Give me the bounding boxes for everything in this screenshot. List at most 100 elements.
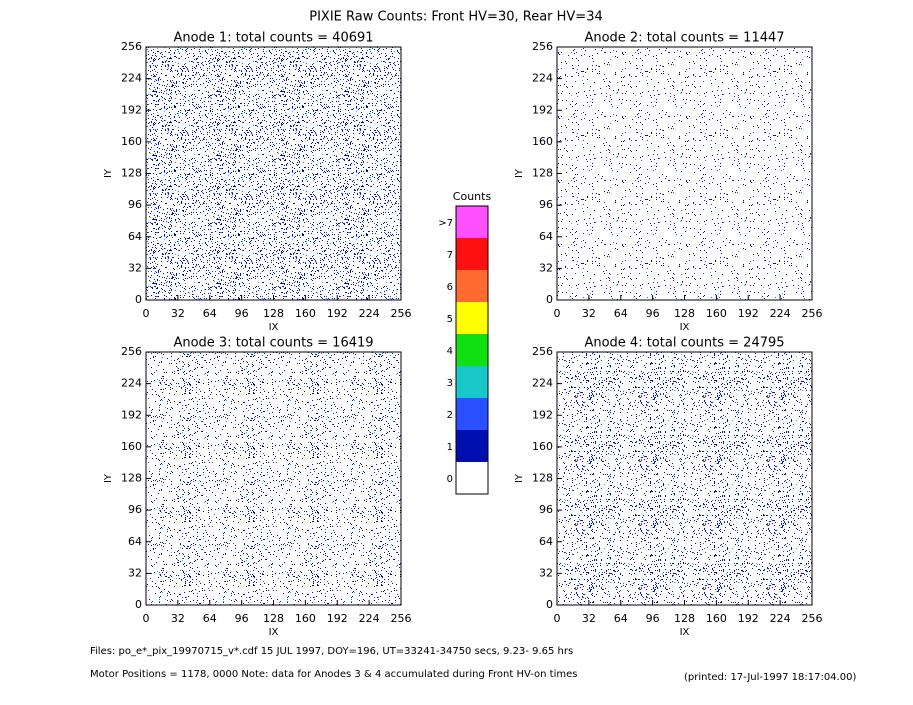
x-tick-label: 96 bbox=[646, 612, 660, 625]
x-tick-label: 160 bbox=[706, 612, 727, 625]
color-swatch bbox=[456, 462, 488, 494]
colorbar-label: 6 bbox=[447, 282, 453, 293]
y-axis-label: IY bbox=[103, 473, 114, 483]
y-tick-label: 128 bbox=[121, 167, 142, 180]
y-axis-label: IY bbox=[514, 168, 525, 178]
y-tick-label: 160 bbox=[121, 440, 142, 453]
color-swatch bbox=[456, 302, 488, 334]
y-tick-label: 64 bbox=[128, 230, 142, 243]
y-tick-label: 0 bbox=[546, 293, 553, 306]
colorbar-frame bbox=[455, 205, 489, 495]
x-tick-label: 32 bbox=[582, 307, 596, 320]
x-tick-label: 256 bbox=[391, 307, 412, 320]
y-tick-label: 32 bbox=[539, 261, 553, 274]
footer-note: Motor Positions = 1178, 0000 Note: data … bbox=[90, 669, 577, 680]
x-tick-label: 96 bbox=[235, 307, 249, 320]
y-axis-label: IY bbox=[514, 473, 525, 483]
y-tick-label: 256 bbox=[532, 345, 553, 358]
x-tick-label: 192 bbox=[738, 307, 759, 320]
y-tick-label: 64 bbox=[539, 535, 553, 548]
y-tick-label: 224 bbox=[532, 72, 553, 85]
panel-title: Anode 3: total counts = 16419 bbox=[173, 336, 373, 351]
y-tick-label: 96 bbox=[539, 503, 553, 516]
y-tick-label: 160 bbox=[532, 135, 553, 148]
y-tick-label: 0 bbox=[135, 598, 142, 611]
count-texture bbox=[557, 352, 812, 605]
x-tick-label: 32 bbox=[171, 307, 185, 320]
x-tick-label: 96 bbox=[646, 307, 660, 320]
y-tick-label: 64 bbox=[128, 535, 142, 548]
x-tick-label: 256 bbox=[802, 307, 823, 320]
y-tick-label: 128 bbox=[121, 472, 142, 485]
y-tick-label: 32 bbox=[128, 261, 142, 274]
x-tick-label: 0 bbox=[554, 612, 561, 625]
y-tick-label: 96 bbox=[128, 198, 142, 211]
y-tick-label: 192 bbox=[121, 103, 142, 116]
y-tick-label: 96 bbox=[128, 503, 142, 516]
x-tick-label: 0 bbox=[143, 307, 150, 320]
color-swatch bbox=[456, 398, 488, 430]
colorbar-label: 3 bbox=[447, 378, 453, 389]
y-tick-label: 64 bbox=[539, 230, 553, 243]
x-tick-label: 32 bbox=[171, 612, 185, 625]
color-swatch bbox=[456, 238, 488, 270]
y-tick-label: 160 bbox=[121, 135, 142, 148]
x-tick-label: 128 bbox=[674, 612, 695, 625]
y-tick-label: 160 bbox=[532, 440, 553, 453]
x-tick-label: 224 bbox=[359, 307, 380, 320]
color-swatch bbox=[456, 334, 488, 366]
y-tick-label: 256 bbox=[532, 40, 553, 53]
count-texture bbox=[146, 47, 401, 300]
colorbar-label: 4 bbox=[447, 346, 453, 357]
y-tick-label: 32 bbox=[539, 566, 553, 579]
panel-title: Anode 4: total counts = 24795 bbox=[584, 336, 784, 351]
y-tick-label: 128 bbox=[532, 167, 553, 180]
y-tick-label: 0 bbox=[546, 598, 553, 611]
y-axis-label: IY bbox=[103, 168, 114, 178]
color-swatch bbox=[456, 430, 488, 462]
colorbar-label: 1 bbox=[447, 442, 453, 453]
colorbar-label: 2 bbox=[447, 410, 453, 421]
y-tick-label: 0 bbox=[135, 293, 142, 306]
colorbar-label: 7 bbox=[447, 250, 453, 261]
footer-printed: (printed: 17-Jul-1997 18:17:04.00) bbox=[684, 672, 856, 683]
x-tick-label: 0 bbox=[554, 307, 561, 320]
x-tick-label: 32 bbox=[582, 612, 596, 625]
footer-files: Files: po_e*_pix_19970715_v*.cdf 15 JUL … bbox=[90, 646, 573, 657]
x-tick-label: 128 bbox=[263, 307, 284, 320]
y-tick-label: 224 bbox=[121, 72, 142, 85]
color-swatch bbox=[456, 366, 488, 398]
x-tick-label: 128 bbox=[674, 307, 695, 320]
colorbar-title: Counts bbox=[453, 190, 492, 203]
panel-title: Anode 2: total counts = 11447 bbox=[584, 31, 784, 46]
x-tick-label: 224 bbox=[770, 307, 791, 320]
x-axis-label: IX bbox=[680, 322, 690, 333]
x-axis-label: IX bbox=[269, 627, 279, 638]
y-tick-label: 192 bbox=[121, 408, 142, 421]
x-axis-label: IX bbox=[269, 322, 279, 333]
y-tick-label: 224 bbox=[532, 377, 553, 390]
x-tick-label: 256 bbox=[802, 612, 823, 625]
x-tick-label: 64 bbox=[203, 307, 217, 320]
x-tick-label: 128 bbox=[263, 612, 284, 625]
y-tick-label: 128 bbox=[532, 472, 553, 485]
x-axis-label: IX bbox=[680, 627, 690, 638]
x-tick-label: 192 bbox=[327, 307, 348, 320]
page-title: PIXIE Raw Counts: Front HV=30, Rear HV=3… bbox=[309, 10, 603, 25]
color-swatch bbox=[456, 206, 488, 238]
y-tick-label: 256 bbox=[121, 345, 142, 358]
y-tick-label: 192 bbox=[532, 103, 553, 116]
y-tick-label: 96 bbox=[539, 198, 553, 211]
count-texture bbox=[557, 47, 812, 300]
y-tick-label: 256 bbox=[121, 40, 142, 53]
y-tick-label: 192 bbox=[532, 408, 553, 421]
panel-title: Anode 1: total counts = 40691 bbox=[173, 31, 373, 46]
colorbar-label: 0 bbox=[447, 474, 453, 485]
x-tick-label: 64 bbox=[203, 612, 217, 625]
x-tick-label: 256 bbox=[391, 612, 412, 625]
x-tick-label: 160 bbox=[706, 307, 727, 320]
x-tick-label: 64 bbox=[614, 307, 628, 320]
color-swatch bbox=[456, 270, 488, 302]
x-tick-label: 224 bbox=[770, 612, 791, 625]
